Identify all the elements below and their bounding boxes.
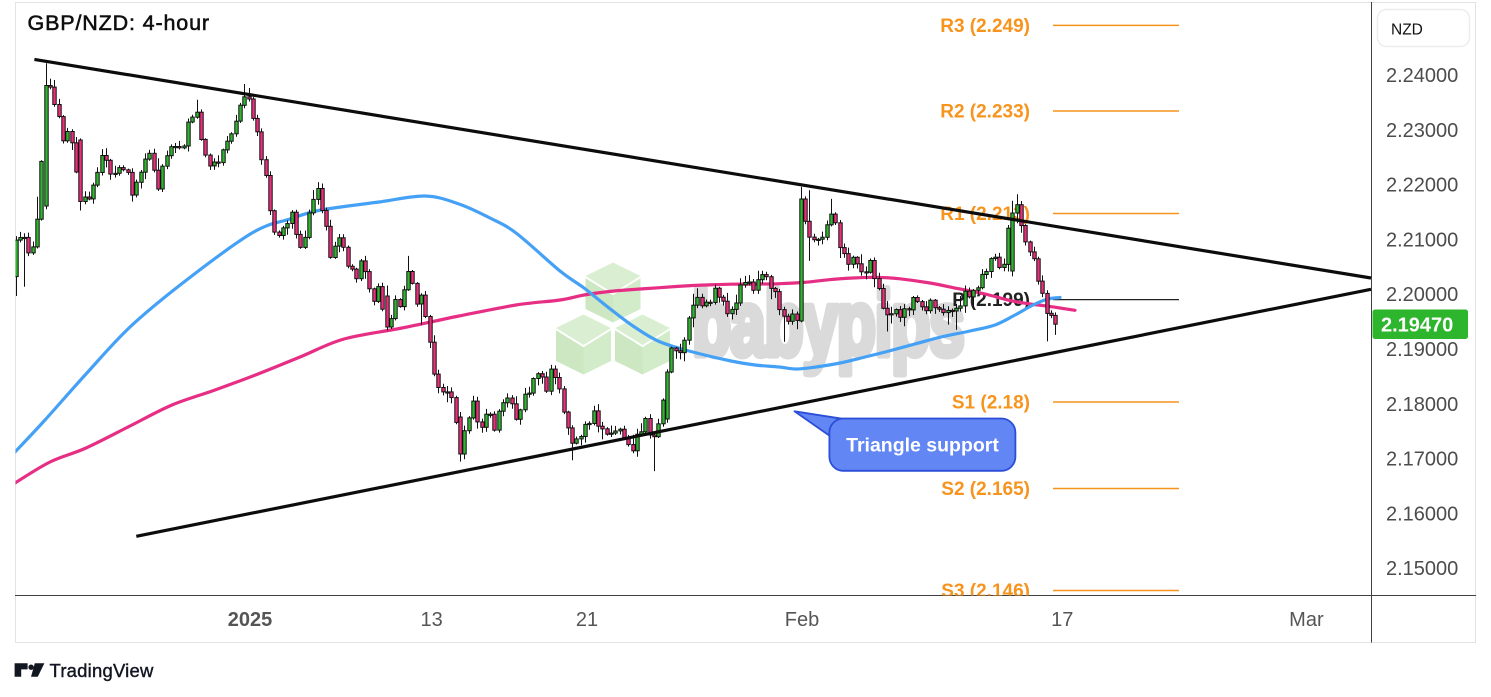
svg-text:2.21000: 2.21000: [1386, 229, 1458, 251]
svg-text:2.24000: 2.24000: [1386, 65, 1458, 87]
svg-text:babypips: babypips: [692, 272, 963, 375]
svg-text:2025: 2025: [228, 609, 273, 631]
svg-text:2.19470: 2.19470: [1381, 315, 1453, 337]
svg-text:2.17000: 2.17000: [1386, 449, 1458, 471]
svg-text:2.18000: 2.18000: [1386, 394, 1458, 416]
svg-text:17: 17: [1051, 609, 1073, 631]
svg-text:13: 13: [420, 609, 442, 631]
svg-text:Feb: Feb: [785, 609, 819, 631]
svg-text:21: 21: [576, 609, 598, 631]
svg-text:Mar: Mar: [1289, 609, 1324, 631]
svg-text:2.15000: 2.15000: [1386, 558, 1458, 580]
svg-text:Triangle support: Triangle support: [846, 435, 999, 457]
svg-text:S3 (2.146): S3 (2.146): [941, 581, 1030, 602]
svg-text:2.20000: 2.20000: [1386, 284, 1458, 306]
svg-text:R2 (2.233): R2 (2.233): [940, 102, 1030, 123]
svg-text:2.16000: 2.16000: [1386, 503, 1458, 525]
svg-text:2.23000: 2.23000: [1386, 120, 1458, 142]
svg-text:2.22000: 2.22000: [1386, 175, 1458, 197]
svg-text:NZD: NZD: [1391, 22, 1423, 39]
svg-text:R3 (2.249): R3 (2.249): [940, 16, 1030, 37]
svg-text:TradingView: TradingView: [50, 660, 154, 681]
svg-text:GBP/NZD: 4-hour: GBP/NZD: 4-hour: [28, 11, 210, 35]
svg-text:S2 (2.165): S2 (2.165): [941, 479, 1030, 500]
svg-text:S1 (2.18): S1 (2.18): [952, 393, 1030, 414]
svg-text:2.19000: 2.19000: [1386, 339, 1458, 361]
